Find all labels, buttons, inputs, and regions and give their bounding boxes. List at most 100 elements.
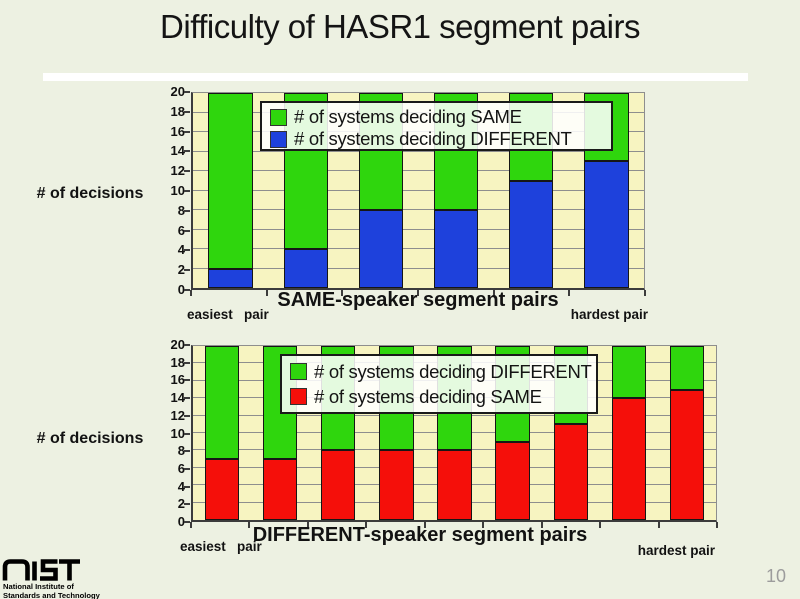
- y-tick-label: 18: [170, 103, 185, 119]
- x-tick: [417, 290, 419, 296]
- y-tick: [184, 150, 190, 153]
- bar-segment: [433, 210, 479, 288]
- y-axis-title: # of decisions: [36, 430, 144, 447]
- y-tick: [184, 361, 190, 364]
- y-tick-label: 0: [177, 282, 185, 297]
- x-tick: [716, 522, 718, 528]
- x-tick: [265, 290, 268, 296]
- nist-logo-letters: [2, 559, 80, 581]
- y-tick-label: 14: [170, 143, 185, 159]
- x-tick: [341, 290, 344, 296]
- x-axis-title: SAME-speaker segment pairs: [277, 289, 559, 311]
- bar-segment: [263, 459, 298, 520]
- y-tick: [184, 209, 190, 212]
- gridline: [193, 228, 644, 230]
- y-tick: [184, 344, 190, 346]
- x-axis-title: DIFFERENT-speaker segment pairs: [252, 524, 588, 546]
- legend-row: # of systems deciding DIFFERENT: [270, 128, 603, 150]
- x-annotation-easiest: easiest pair: [180, 539, 262, 554]
- bar-segment: [208, 268, 253, 288]
- y-tick-label: 10: [170, 425, 185, 441]
- gridline: [193, 209, 644, 210]
- y-tick: [184, 269, 190, 272]
- bar-segment: [321, 450, 356, 520]
- legend-row: # of systems deciding SAME: [290, 386, 588, 408]
- x-tick: [190, 290, 192, 296]
- bar-segment: [495, 441, 530, 520]
- y-tick-label: 20: [170, 337, 185, 352]
- legend: # of systems deciding SAME # of systems d…: [260, 101, 613, 151]
- stacked-bar: [208, 93, 253, 288]
- y-tick-label: 2: [177, 262, 185, 278]
- y-tick-label: 20: [170, 84, 185, 99]
- y-tick-label: 10: [170, 183, 185, 198]
- y-tick: [184, 110, 190, 113]
- legend-label: # of systems deciding SAME: [314, 385, 542, 407]
- stacked-bar: [669, 346, 705, 520]
- bar-slot: [600, 346, 658, 520]
- y-tick: [184, 503, 190, 506]
- y-tick-label: 6: [177, 460, 185, 476]
- y-tick: [184, 190, 190, 192]
- bar-segment: [204, 346, 240, 460]
- bar-segment: [358, 210, 404, 288]
- y-tick: [184, 379, 190, 382]
- nist-letter-t: [59, 559, 80, 581]
- plot-area: # of systems deciding DIFFERENT # of syst…: [191, 345, 717, 522]
- x-tick: [568, 290, 571, 296]
- x-tick: [492, 290, 495, 296]
- y-tick-label: 4: [177, 478, 185, 494]
- nist-letter-n: [2, 559, 30, 581]
- gridline: [193, 248, 644, 249]
- y-tick-label: 14: [170, 390, 185, 406]
- gridline: [193, 267, 644, 269]
- y-tick: [184, 229, 190, 232]
- y-tick: [184, 397, 190, 400]
- y-tick: [184, 91, 190, 93]
- y-tick-label: 18: [170, 354, 185, 370]
- nist-letter-s: [40, 559, 58, 581]
- page-title: Difficulty of HASR1 segment pairs: [160, 8, 640, 45]
- x-tick: [644, 290, 646, 296]
- page-number: 10: [765, 566, 786, 586]
- y-tick-label: 8: [177, 202, 185, 218]
- y-tick-label: 4: [177, 242, 185, 258]
- legend-label: # of systems deciding DIFFERENT: [294, 128, 572, 149]
- y-tick: [184, 521, 190, 523]
- y-tick: [184, 130, 190, 133]
- bar-segment: [553, 424, 588, 520]
- gridline: [193, 150, 644, 152]
- y-tick: [184, 467, 190, 470]
- gridline: [193, 170, 644, 171]
- bar-slot: [193, 346, 251, 520]
- x-annotation-hardest: hardest pair: [637, 543, 715, 558]
- legend-label: # of systems deciding DIFFERENT: [314, 360, 592, 382]
- y-tick-label: 2: [177, 496, 185, 512]
- legend-swatch: [290, 388, 307, 405]
- x-tick: [365, 522, 368, 528]
- legend-label: # of systems deciding SAME: [294, 106, 522, 127]
- y-tick: [184, 414, 190, 417]
- y-tick: [184, 289, 190, 291]
- x-tick: [306, 522, 309, 528]
- nist-logo: National Institute of Standards and Tech…: [2, 559, 101, 599]
- title-divider: [43, 73, 748, 81]
- plot-area: # of systems deciding SAME # of systems d…: [191, 92, 645, 290]
- nist-caption-line1: National Institute of: [3, 582, 74, 591]
- bar-segment: [669, 389, 705, 520]
- x-tick: [540, 522, 543, 528]
- bar-segment: [584, 161, 629, 288]
- gridline: [193, 189, 644, 191]
- y-tick-label: 12: [170, 407, 185, 423]
- bar-slot: [658, 346, 716, 520]
- y-axis-title: # of decisions: [36, 185, 144, 202]
- x-tick: [599, 522, 602, 528]
- y-tick: [184, 170, 190, 173]
- bar-slot: [193, 93, 268, 288]
- y-tick-label: 16: [170, 123, 185, 139]
- x-annotation-hardest: hardest pair: [570, 307, 648, 322]
- bar-segment: [611, 398, 646, 520]
- legend-swatch: [270, 130, 287, 148]
- legend-row: # of systems deciding DIFFERENT: [290, 361, 592, 383]
- bar-segment: [437, 450, 472, 520]
